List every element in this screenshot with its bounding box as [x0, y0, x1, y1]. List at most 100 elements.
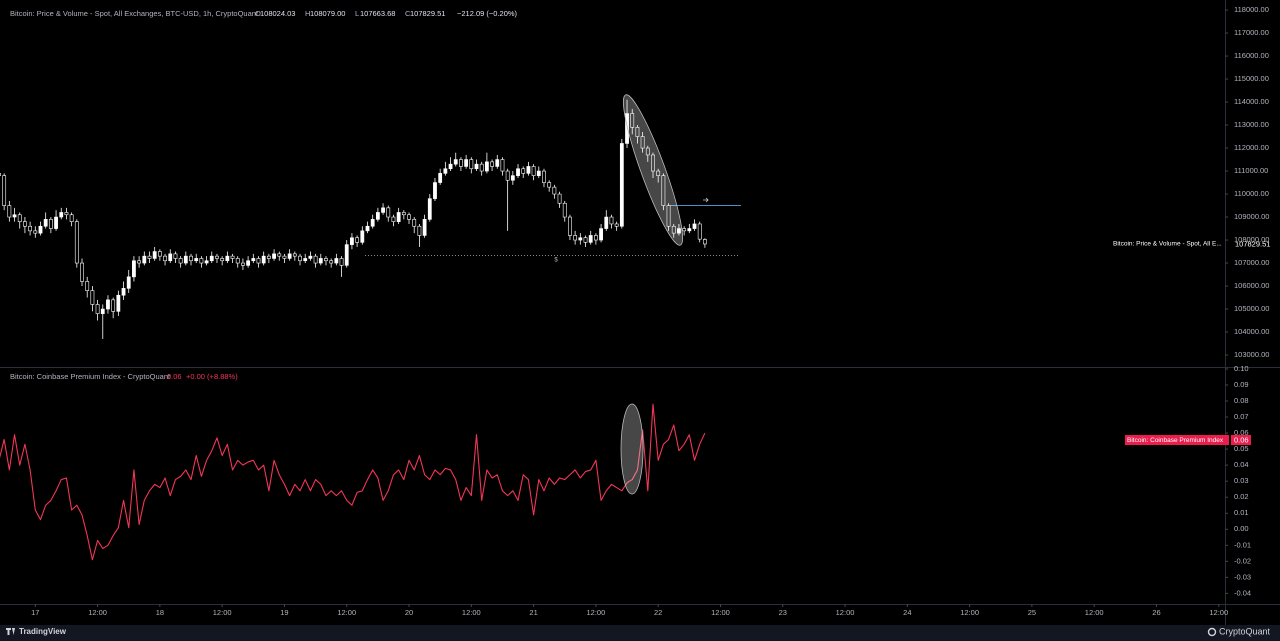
candle-body — [490, 161, 494, 167]
candle-body — [74, 221, 79, 264]
premium-legend-box — [1125, 435, 1229, 445]
candle-body — [557, 193, 562, 204]
y-tick-label: 114000.00 — [1234, 97, 1269, 106]
y-tick-label: 0.02 — [1234, 492, 1249, 501]
candle-body — [215, 255, 219, 259]
y-tick-label: 106000.00 — [1234, 281, 1269, 290]
candle-body — [391, 216, 396, 222]
candle-body — [126, 276, 131, 289]
candle-body — [484, 161, 489, 172]
price-title: Bitcoin: Price & Volume - Spot, All Exch… — [10, 9, 259, 18]
candle-body — [69, 214, 74, 222]
price-last-label: 107829.51 — [1235, 239, 1270, 248]
candle-body — [677, 228, 681, 234]
candle-body — [355, 237, 360, 243]
y-tick-label: -0.03 — [1234, 572, 1251, 581]
candle-body — [59, 212, 64, 218]
candle-body — [85, 281, 90, 291]
ohlc-name: L — [355, 9, 359, 18]
candle-body — [246, 260, 251, 266]
candle-body — [339, 258, 344, 266]
candle-body — [500, 159, 505, 172]
candle-body — [0, 173, 1, 176]
y-tick-label: 0.10 — [1234, 364, 1249, 373]
candle-body — [687, 228, 692, 232]
y-tick-label: 0.03 — [1234, 476, 1249, 485]
candle-body — [702, 239, 707, 245]
candle-body — [157, 251, 162, 257]
y-tick-label: 0.07 — [1234, 412, 1249, 421]
y-tick-label: -0.01 — [1234, 540, 1251, 549]
y-tick-label: 110000.00 — [1234, 189, 1269, 198]
candle-body — [33, 230, 38, 234]
candle-body — [230, 255, 235, 259]
candle-body — [666, 205, 671, 227]
candle-body — [183, 255, 188, 264]
x-tick-label: 12:00 — [88, 608, 107, 617]
candle-body — [100, 308, 105, 314]
x-tick-label: 12:00 — [462, 608, 481, 617]
candle-body — [329, 260, 334, 264]
premium-legend-label: Bitcoin: Coinbase Premium Index — [1127, 437, 1224, 444]
y-tick-label: 117000.00 — [1234, 28, 1269, 37]
candle-body — [266, 255, 271, 259]
candle-body — [292, 253, 297, 257]
candle-body — [459, 159, 463, 167]
footer-left: TradingView — [19, 627, 67, 636]
candle-body — [433, 182, 437, 199]
candle-body — [303, 258, 308, 262]
candle-body — [697, 223, 702, 240]
candle-body — [360, 230, 365, 243]
highlight-ellipse — [620, 403, 644, 495]
price-change: −212.09 (−0.20%) — [457, 9, 518, 18]
candle-body — [547, 182, 552, 188]
candle-body — [261, 255, 266, 264]
y-tick-label: 0.06 — [1234, 428, 1249, 437]
candle-body — [651, 154, 655, 172]
candle-body — [132, 260, 136, 278]
price-legend-label: Bitcoin: Price & Volume - Spot, All E... — [1113, 241, 1222, 248]
candle-body — [396, 212, 401, 222]
candle-body — [635, 127, 640, 137]
candle-body — [365, 225, 370, 232]
candle-body — [137, 260, 142, 264]
y-tick-label: 0.00 — [1234, 524, 1249, 533]
candle-body — [645, 147, 650, 156]
candle-body — [417, 225, 422, 236]
y-tick-label: 0.08 — [1234, 396, 1249, 405]
candle-body — [251, 258, 256, 262]
x-tick-label: 21 — [529, 608, 537, 617]
ohlc-value: 108024.03 — [260, 9, 295, 18]
candle-body — [121, 288, 126, 296]
candle-body — [562, 202, 567, 218]
ohlc-name: H — [305, 9, 310, 18]
candle-body — [510, 175, 515, 181]
candle-body — [375, 212, 380, 220]
candle-body — [282, 255, 287, 259]
ohlc-value: 107829.51 — [410, 9, 445, 18]
y-tick-label: 112000.00 — [1234, 143, 1269, 152]
candle-body — [43, 219, 48, 227]
x-tick-label: 12:00 — [337, 608, 356, 617]
candle-body — [453, 159, 458, 165]
candle-body — [578, 237, 583, 241]
premium-change: +0.00 (+8.88%) — [186, 372, 238, 381]
candle-body — [48, 219, 53, 229]
highlight-ellipse — [623, 94, 683, 246]
x-tick-label: 17 — [31, 608, 39, 617]
candle-body — [479, 163, 484, 172]
candle-body — [7, 205, 12, 218]
candle-body — [640, 136, 645, 149]
ohlc-name: O — [255, 9, 261, 18]
candle-body — [682, 228, 687, 232]
candle-body — [199, 258, 204, 264]
price-last-box — [1233, 239, 1273, 250]
candle-body — [552, 186, 557, 195]
x-tick-label: 18 — [156, 608, 164, 617]
y-tick-label: 107000.00 — [1234, 258, 1269, 267]
ohlc-value: 107663.68 — [360, 9, 395, 18]
candle-body — [334, 258, 339, 264]
candle-body — [204, 260, 209, 264]
candle-body — [656, 170, 661, 176]
